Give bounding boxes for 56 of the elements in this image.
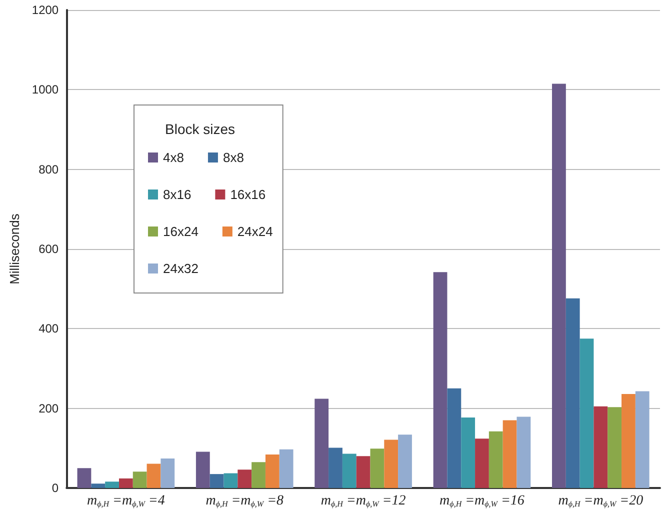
bar	[370, 448, 384, 488]
bar	[433, 272, 448, 488]
legend-label: 24x32	[163, 261, 198, 276]
bar	[224, 473, 238, 488]
bar	[398, 434, 412, 488]
bar	[328, 448, 342, 488]
bar	[132, 472, 147, 488]
bar	[265, 454, 280, 488]
legend-label: 4x8	[163, 150, 184, 165]
bar	[279, 449, 294, 488]
bar	[91, 484, 106, 488]
y-tick-label: 1000	[32, 82, 59, 97]
x-tick-label: mϕ,H =mϕ,W =4	[87, 494, 165, 508]
bar	[566, 298, 580, 488]
bar	[314, 398, 329, 488]
x-tick-label: mϕ,H =mϕ,W =20	[558, 494, 644, 508]
bar	[552, 84, 566, 488]
y-tick-label: 0	[52, 481, 59, 495]
legend-label: 16x16	[230, 187, 266, 202]
y-tick-label: 1200	[32, 3, 59, 17]
bar	[594, 406, 608, 488]
x-tick-label: mϕ,H =mϕ,W =12	[320, 494, 406, 508]
bar	[447, 388, 462, 488]
bar	[384, 440, 398, 488]
bar	[461, 417, 476, 488]
legend-title: Block sizes	[165, 121, 236, 137]
bar	[488, 431, 503, 488]
bar	[356, 456, 370, 488]
bar	[196, 452, 210, 488]
legend-label: 24x24	[237, 224, 273, 239]
legend-label: 8x16	[163, 187, 192, 202]
bar	[622, 394, 636, 488]
bar	[608, 407, 622, 488]
bar	[118, 478, 133, 488]
y-axis-title: Milliseconds	[7, 213, 22, 284]
bar	[516, 416, 531, 488]
y-tick-label: 800	[38, 162, 59, 176]
bar	[77, 468, 92, 488]
y-tick-label: 400	[38, 322, 59, 336]
bar	[580, 338, 594, 488]
legend-label: 8x8	[222, 150, 244, 165]
y-tick-label: 600	[38, 242, 59, 256]
x-tick-label: mϕ,H =mϕ,W =16	[440, 494, 524, 508]
bar	[238, 470, 252, 488]
y-tick-label: 200	[38, 401, 59, 416]
x-tick-label: mϕ,H =mϕ,W =8	[206, 494, 284, 508]
bar	[252, 462, 266, 488]
bar	[146, 464, 161, 488]
bar	[342, 454, 356, 488]
bar	[635, 391, 650, 488]
legend-label: 16x24	[163, 224, 198, 239]
bar	[210, 474, 224, 488]
bar	[105, 482, 119, 488]
bar	[475, 438, 489, 488]
bar	[502, 420, 517, 488]
bar	[160, 458, 175, 488]
